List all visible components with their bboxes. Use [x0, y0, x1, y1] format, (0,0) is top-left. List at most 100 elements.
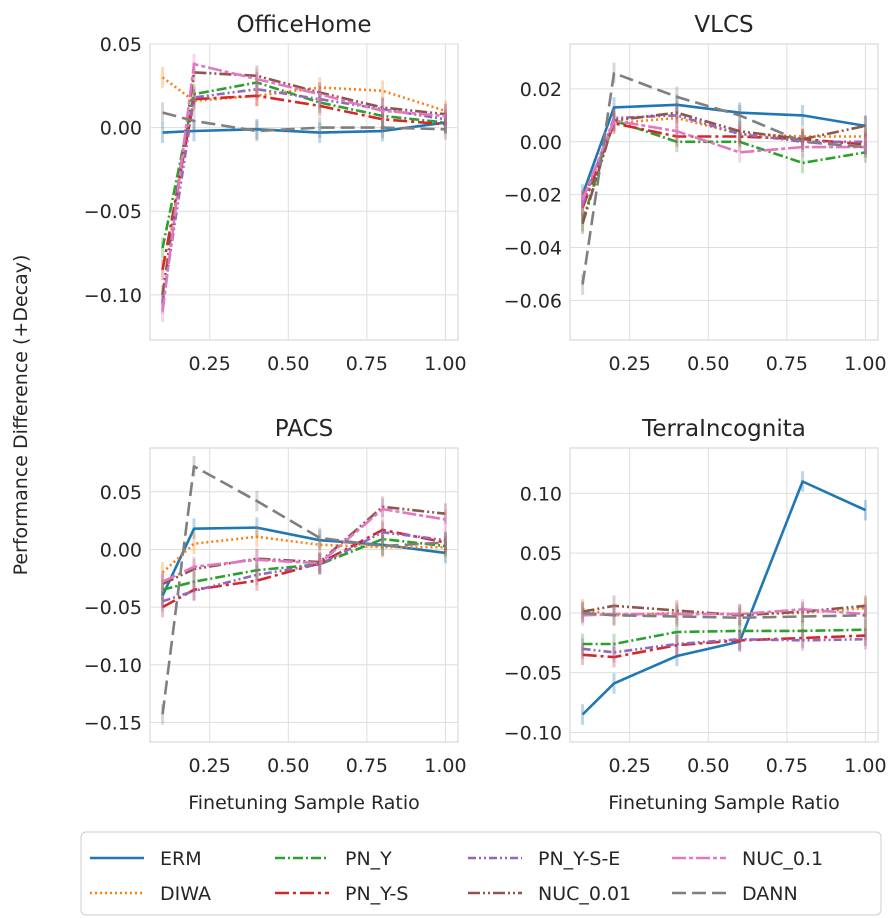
- panel-title: VLCS: [694, 12, 753, 38]
- panel-terraincognita: 0.25 0.50 0.75 1.00 0.10 0.05 0.00 −0.05 −0.10 Te…: [504, 416, 887, 814]
- x-tick-label: 0.50: [267, 353, 309, 375]
- data-point: [801, 480, 803, 482]
- data-point: [319, 562, 321, 564]
- series-line-nuc-0-1: [162, 507, 446, 583]
- data-point: [676, 130, 678, 132]
- y-tick-label: −0.02: [504, 185, 562, 207]
- data-point: [864, 638, 866, 640]
- y-tick-label: 0.05: [100, 34, 142, 56]
- data-point: [381, 508, 383, 510]
- series-line-nuc-0-1: [161, 62, 446, 312]
- data-point: [381, 531, 383, 533]
- series-erm: [581, 471, 867, 725]
- data-point: [739, 114, 741, 116]
- data-point: [739, 638, 741, 640]
- data-point: [801, 162, 803, 164]
- figure-y-axis-label: Performance Difference (+Decay): [10, 255, 32, 576]
- series-line-pn-y: [582, 628, 866, 646]
- legend: ERM PN_Y PN_Y-S-E NUC_0.1 DIWA PN_Y-S NUC_0.01…: [80, 831, 882, 916]
- legend-item-erm: ERM: [90, 848, 202, 870]
- data-point: [676, 631, 678, 633]
- data-point: [581, 612, 583, 614]
- panel-title: OfficeHome: [236, 12, 371, 38]
- data-point: [256, 78, 258, 80]
- plot-area: [569, 43, 879, 341]
- data-point: [613, 651, 615, 653]
- data-point: [161, 269, 163, 271]
- data-point: [256, 536, 258, 538]
- data-point: [581, 648, 583, 650]
- data-point: [581, 223, 583, 225]
- panel-officehome: 0.25 0.50 0.75 1.00 0.05 0.00 −0.05 −0.10 Office…: [84, 12, 467, 375]
- data-point: [161, 600, 163, 602]
- x-tick-label: 0.25: [609, 353, 651, 375]
- legend-item-diwa: DIWA: [90, 883, 211, 905]
- plot-area: [569, 447, 879, 743]
- data-point: [319, 93, 321, 95]
- legend-item-pn-y-s-e: PN_Y-S-E: [468, 848, 620, 870]
- data-point: [193, 566, 195, 568]
- x-tick-label: 1.00: [424, 755, 466, 777]
- data-point: [193, 96, 195, 98]
- data-point: [739, 151, 741, 153]
- data-point: [193, 120, 195, 122]
- plot-area: [149, 447, 459, 743]
- data-point: [381, 126, 383, 128]
- data-point: [161, 131, 163, 133]
- data-point: [864, 614, 866, 616]
- data-point: [161, 247, 163, 249]
- series-line-erm: [581, 103, 866, 196]
- y-tick-label: −0.10: [84, 655, 142, 677]
- series-line-dann: [161, 465, 446, 715]
- data-point: [676, 96, 678, 98]
- data-point: [256, 559, 258, 561]
- data-point: [161, 76, 163, 78]
- panel-title: PACS: [275, 416, 333, 442]
- x-tick-label: 0.25: [189, 755, 231, 777]
- x-tick-label: 0.50: [687, 353, 729, 375]
- series-dann: [581, 602, 867, 628]
- data-point: [801, 639, 803, 641]
- x-tick-label: 0.25: [189, 353, 231, 375]
- data-point: [161, 581, 163, 583]
- series-line-diwa: [161, 535, 446, 574]
- y-tick-label: 0.10: [520, 483, 562, 505]
- data-point: [581, 283, 583, 285]
- panel-pacs: 0.25 0.50 0.75 1.00 0.05 0.00 −0.05 −0.10 −0.15 P…: [84, 416, 467, 814]
- series-line-erm: [581, 480, 866, 716]
- x-tick-label: 0.50: [687, 755, 729, 777]
- y-tick-label: 0.05: [520, 543, 562, 565]
- data-point: [801, 114, 803, 116]
- data-point: [613, 682, 615, 684]
- series-pn-y-s-e: [581, 628, 867, 663]
- series-line-pn-y-s: [161, 94, 446, 271]
- x-tick-label: 1.00: [844, 353, 886, 375]
- data-point: [739, 617, 741, 619]
- data-point: [739, 130, 741, 132]
- data-point: [381, 110, 383, 112]
- data-point: [193, 528, 195, 530]
- y-tick-label: −0.10: [84, 285, 142, 307]
- data-point: [319, 126, 321, 128]
- y-tick-label: 0.00: [520, 132, 562, 154]
- series-line-pn-y: [581, 119, 866, 222]
- x-tick-label: 0.75: [766, 755, 808, 777]
- legend-label: NUC_0.1: [742, 848, 823, 870]
- y-tick-label: 0.05: [100, 482, 142, 504]
- series-dann: [581, 62, 867, 295]
- data-point: [381, 545, 383, 547]
- data-point: [444, 518, 446, 520]
- data-point: [444, 128, 446, 130]
- series-line-pn-y-s-e: [161, 87, 446, 304]
- data-point: [193, 465, 195, 467]
- series-diwa: [161, 526, 447, 583]
- data-point: [256, 500, 258, 502]
- y-tick-label: −0.05: [84, 597, 142, 619]
- series-dann: [161, 102, 447, 142]
- panel-vlcs: 0.25 0.50 0.75 1.00 0.02 0.00 −0.02 −0.04 −0.06 V…: [504, 12, 887, 375]
- data-point: [581, 713, 583, 715]
- data-point: [161, 294, 163, 296]
- data-point: [801, 615, 803, 617]
- data-point: [319, 537, 321, 539]
